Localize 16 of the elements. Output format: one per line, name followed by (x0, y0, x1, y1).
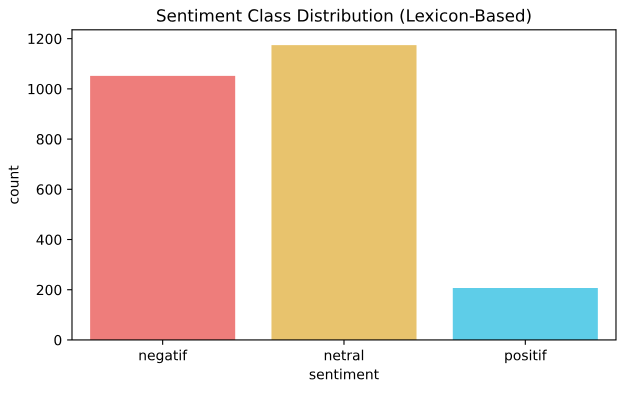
chart-title: Sentiment Class Distribution (Lexicon-Based) (157, 8, 531, 24)
x-tick-label: netral (324, 350, 364, 360)
bar (90, 76, 236, 340)
y-tick-label: 400 (36, 234, 62, 245)
x-axis-title: sentiment (310, 368, 379, 380)
x-tick-label: positif (505, 350, 547, 364)
y-tick-label: 200 (36, 284, 62, 296)
x-tick-label: negatif (139, 350, 188, 364)
y-tick-label: 600 (36, 184, 62, 195)
y-tick-label: 0 (54, 334, 62, 346)
bar (271, 45, 417, 340)
y-tick-label: 1200 (28, 34, 62, 44)
y-tick-label: 800 (36, 134, 62, 145)
y-axis-title: count (8, 166, 19, 204)
bar (452, 288, 598, 340)
y-tick-label: 1000 (28, 84, 62, 94)
